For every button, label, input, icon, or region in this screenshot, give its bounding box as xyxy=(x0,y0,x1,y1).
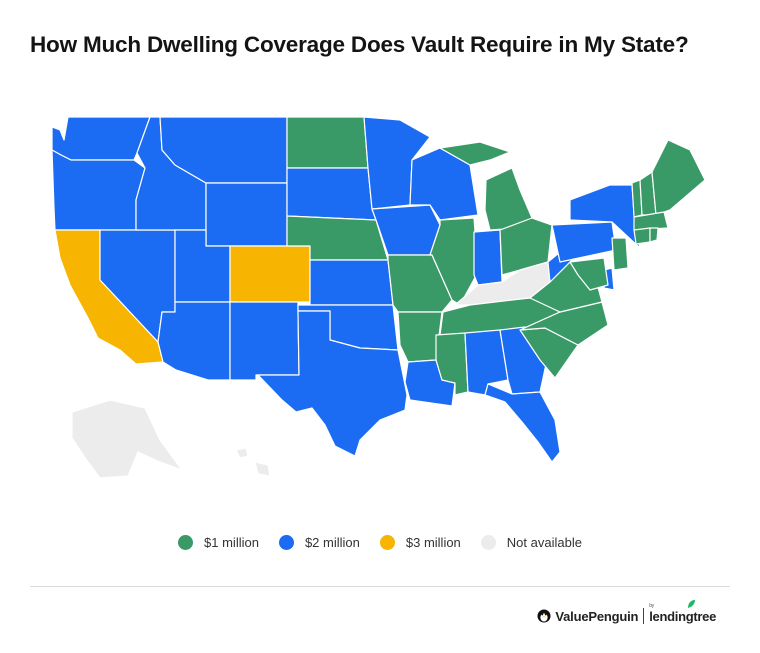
valuepenguin-logo[interactable]: ValuePenguin xyxy=(537,609,638,624)
legend-label-1m: $1 million xyxy=(204,535,259,550)
lendingtree-by: by xyxy=(649,602,654,609)
legend-item-1m: $1 million xyxy=(178,535,259,550)
legend-item-na: Not available xyxy=(480,535,582,550)
lendingtree-logo[interactable]: by lendingtree xyxy=(649,599,716,624)
legend-swatch-1m xyxy=(178,535,194,550)
state-nm xyxy=(229,301,300,381)
state-co xyxy=(229,245,311,303)
legend-label-2m: $2 million xyxy=(304,535,360,550)
us-map xyxy=(51,116,706,479)
map-legend: $1 million $2 million $3 million Not ava… xyxy=(0,535,760,550)
state-wa xyxy=(51,116,151,161)
brand-footer: ValuePenguin by lendingtree xyxy=(537,599,716,624)
legend-swatch-na xyxy=(480,535,496,550)
state-hi xyxy=(235,447,271,477)
state-ks xyxy=(309,259,394,306)
state-pa xyxy=(551,221,617,263)
legend-label-na: Not available xyxy=(506,535,582,550)
state-ma xyxy=(633,211,669,231)
state-or xyxy=(51,149,146,231)
legend-item-2m: $2 million xyxy=(278,535,360,550)
state-nd xyxy=(286,116,369,169)
state-sd xyxy=(286,167,377,221)
lendingtree-wordmark: lendingtree xyxy=(649,608,716,624)
state-az xyxy=(157,301,231,381)
footer-divider xyxy=(30,586,730,587)
legend-swatch-3m xyxy=(379,535,395,550)
state-md xyxy=(569,257,609,291)
page-title: How Much Dwelling Coverage Does Vault Re… xyxy=(30,32,689,57)
state-nj xyxy=(611,237,629,271)
state-ak xyxy=(71,399,183,479)
state-ct xyxy=(633,227,651,245)
state-in xyxy=(473,229,503,286)
legend-swatch-2m xyxy=(278,535,294,550)
legend-label-3m: $3 million xyxy=(405,535,461,550)
state-fl xyxy=(484,383,561,463)
legend-item-3m: $3 million xyxy=(379,535,461,550)
state-me xyxy=(651,139,706,216)
state-tx xyxy=(257,310,408,457)
state-wy xyxy=(205,182,288,247)
leaf-icon xyxy=(688,599,695,608)
brand-separator xyxy=(643,608,645,624)
state-ri xyxy=(649,227,659,243)
valuepenguin-wordmark: ValuePenguin xyxy=(555,608,639,624)
penguin-icon xyxy=(537,609,551,623)
